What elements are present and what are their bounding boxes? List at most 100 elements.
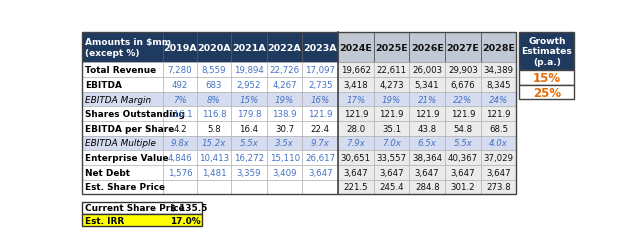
Text: 121.9: 121.9 bbox=[308, 110, 333, 119]
Text: Current Share Price: Current Share Price bbox=[84, 204, 184, 213]
Text: Est. Share Price: Est. Share Price bbox=[84, 183, 164, 192]
Text: 4,267: 4,267 bbox=[272, 81, 297, 89]
Bar bbox=[445, 180, 481, 194]
Bar bbox=[481, 180, 516, 194]
Text: 3,647: 3,647 bbox=[415, 168, 440, 177]
Text: 4,846: 4,846 bbox=[168, 153, 192, 163]
Bar bbox=[197, 92, 231, 107]
Bar bbox=[231, 180, 267, 194]
Text: 28.0: 28.0 bbox=[346, 124, 365, 133]
Bar bbox=[303, 136, 338, 151]
Bar bbox=[267, 33, 303, 63]
Bar bbox=[303, 180, 338, 194]
Bar bbox=[374, 63, 410, 78]
Text: 2023A: 2023A bbox=[303, 43, 337, 52]
Bar bbox=[338, 165, 374, 180]
Bar bbox=[410, 165, 445, 180]
Bar bbox=[197, 63, 231, 78]
Bar bbox=[481, 121, 516, 136]
Bar bbox=[374, 33, 410, 63]
Bar bbox=[231, 33, 267, 63]
Text: 5,341: 5,341 bbox=[415, 81, 440, 89]
Text: 5.5x: 5.5x bbox=[239, 139, 259, 148]
Bar bbox=[520, 33, 575, 71]
Text: 2,735: 2,735 bbox=[308, 81, 333, 89]
Text: 2019A: 2019A bbox=[163, 43, 197, 52]
Bar bbox=[410, 121, 445, 136]
Bar bbox=[481, 78, 516, 92]
Bar bbox=[163, 165, 197, 180]
Bar bbox=[163, 136, 197, 151]
Bar bbox=[163, 78, 197, 92]
Text: 40,367: 40,367 bbox=[448, 153, 478, 163]
Text: 16%: 16% bbox=[310, 95, 330, 104]
Bar bbox=[338, 63, 374, 78]
Text: 2025E: 2025E bbox=[375, 43, 408, 52]
Bar bbox=[338, 78, 374, 92]
Text: Shares Outstanding: Shares Outstanding bbox=[84, 110, 185, 119]
Text: 3,647: 3,647 bbox=[451, 168, 475, 177]
Text: 138.9: 138.9 bbox=[273, 110, 297, 119]
Bar bbox=[338, 180, 374, 194]
Bar bbox=[338, 136, 374, 151]
Bar bbox=[481, 165, 516, 180]
Bar bbox=[197, 78, 231, 92]
Text: 3,647: 3,647 bbox=[344, 168, 368, 177]
Text: 16.4: 16.4 bbox=[239, 124, 259, 133]
Text: 26,003: 26,003 bbox=[412, 66, 442, 75]
Text: 19,894: 19,894 bbox=[234, 66, 264, 75]
Bar bbox=[374, 136, 410, 151]
Text: $ 135.5: $ 135.5 bbox=[170, 204, 207, 213]
Bar bbox=[445, 136, 481, 151]
Text: 17,097: 17,097 bbox=[305, 66, 335, 75]
Bar bbox=[163, 63, 197, 78]
Text: 16,272: 16,272 bbox=[234, 153, 264, 163]
Text: 22,611: 22,611 bbox=[376, 66, 406, 75]
Text: 37,029: 37,029 bbox=[483, 153, 513, 163]
Text: 221.5: 221.5 bbox=[344, 183, 368, 192]
Bar bbox=[197, 180, 231, 194]
Text: 54.8: 54.8 bbox=[453, 124, 472, 133]
Bar bbox=[338, 121, 374, 136]
Text: 30.7: 30.7 bbox=[275, 124, 294, 133]
Text: 1,481: 1,481 bbox=[202, 168, 227, 177]
Bar bbox=[338, 33, 374, 63]
Text: 2028E: 2028E bbox=[482, 43, 515, 52]
Bar bbox=[374, 165, 410, 180]
Bar bbox=[267, 78, 303, 92]
Text: 26,617: 26,617 bbox=[305, 153, 335, 163]
Bar bbox=[163, 121, 197, 136]
Bar bbox=[197, 121, 231, 136]
Text: 2024E: 2024E bbox=[339, 43, 372, 52]
Text: 15%: 15% bbox=[533, 72, 561, 85]
Text: 17%: 17% bbox=[346, 95, 365, 104]
Text: 2022A: 2022A bbox=[268, 43, 301, 52]
Bar bbox=[520, 85, 575, 100]
Text: 30,651: 30,651 bbox=[341, 153, 371, 163]
Bar bbox=[374, 92, 410, 107]
Text: 273.8: 273.8 bbox=[486, 183, 511, 192]
Bar bbox=[374, 151, 410, 165]
Text: 1,576: 1,576 bbox=[168, 168, 192, 177]
Text: 2026E: 2026E bbox=[411, 43, 444, 52]
Bar bbox=[163, 92, 197, 107]
Text: 9.8x: 9.8x bbox=[170, 139, 189, 148]
Text: 9.7x: 9.7x bbox=[311, 139, 330, 148]
Bar bbox=[338, 107, 374, 121]
Text: 121.9: 121.9 bbox=[486, 110, 511, 119]
Text: EBITDA Multiple: EBITDA Multiple bbox=[84, 139, 156, 148]
Text: EBITDA per Share: EBITDA per Share bbox=[84, 124, 174, 133]
Bar bbox=[197, 107, 231, 121]
Bar bbox=[81, 214, 202, 227]
Bar bbox=[410, 180, 445, 194]
Bar bbox=[231, 92, 267, 107]
Text: 301.2: 301.2 bbox=[451, 183, 475, 192]
Text: 7.9x: 7.9x bbox=[346, 139, 365, 148]
Text: 4.0x: 4.0x bbox=[489, 139, 508, 148]
Bar bbox=[163, 151, 197, 165]
Bar bbox=[481, 33, 516, 63]
Bar bbox=[445, 165, 481, 180]
Text: Growth
Estimates
(p.a.): Growth Estimates (p.a.) bbox=[522, 37, 572, 67]
Bar bbox=[81, 78, 163, 92]
Text: 43.8: 43.8 bbox=[418, 124, 436, 133]
